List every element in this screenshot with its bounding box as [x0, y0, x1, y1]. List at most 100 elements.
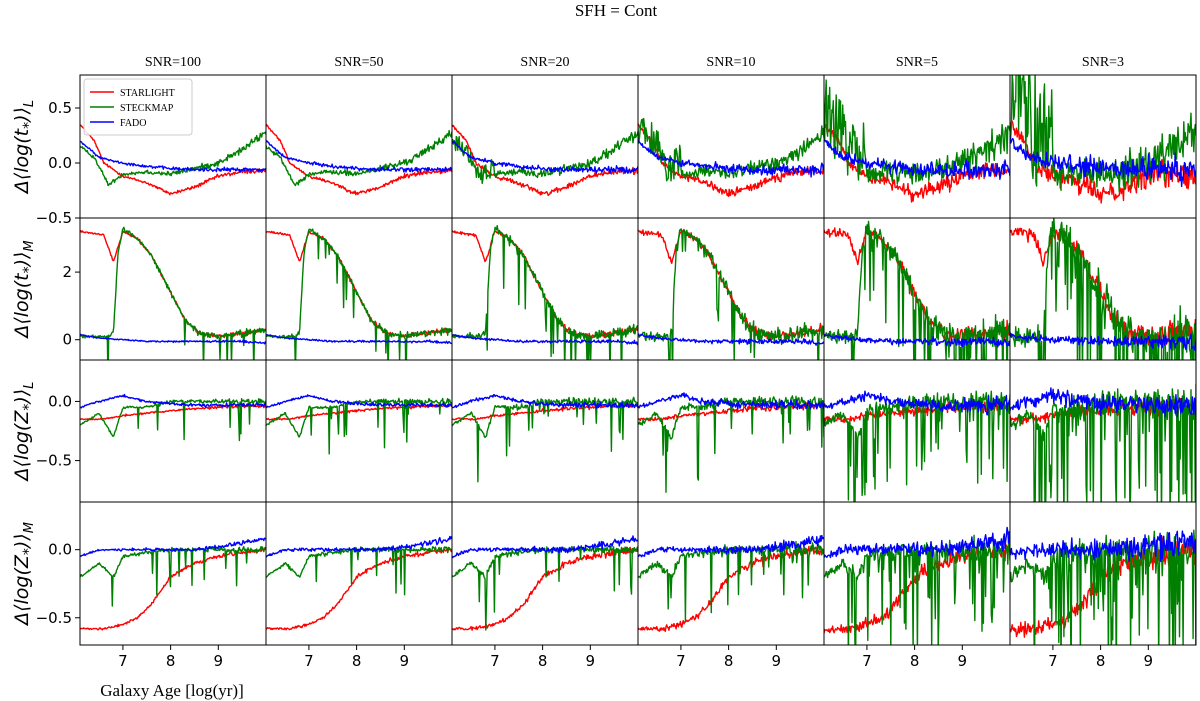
x-tick-label: 9 — [1144, 652, 1154, 670]
x-tick-label: 7 — [490, 652, 500, 670]
x-tick-label: 9 — [772, 652, 782, 670]
panels: −0.5 0.0 0.5 0 2 −0.5 0.0 −0.5 0.0 — [36, 74, 1197, 650]
panel-frame — [1009, 359, 1197, 503]
series-line-steckmap — [638, 541, 824, 622]
panel-series-group — [266, 535, 452, 631]
y-axis-label-sub: M — [22, 240, 37, 251]
y-tick-label: −0.5 — [36, 209, 72, 227]
series-line-steckmap — [824, 79, 1010, 185]
x-tick-label: 8 — [1096, 652, 1106, 670]
panel-frame — [451, 74, 639, 219]
column-title-snr: SNR=3 — [1082, 55, 1124, 70]
series-line-starlight — [824, 123, 1010, 203]
y-tick-label: 0.0 — [48, 154, 72, 172]
y-tick-label: −0.5 — [36, 452, 72, 470]
panel-frame — [79, 359, 267, 503]
panel-series-group — [266, 394, 452, 455]
series-line-starlight — [266, 123, 452, 196]
panel-series-group — [638, 228, 824, 360]
y-axis-label-star: * — [21, 122, 37, 129]
x-tick-label: 9 — [958, 652, 968, 670]
series-line-fado — [452, 394, 638, 409]
y-tick-label: 2 — [62, 263, 72, 281]
x-tick-label: 7 — [118, 652, 128, 670]
series-line-steckmap — [638, 228, 824, 360]
y-axis-label: Δ⟨log(t*)⟩L — [11, 100, 37, 195]
series-line-fado — [266, 535, 452, 558]
y-axis-label-sub: L — [22, 100, 37, 107]
y-tick-label: 0.0 — [48, 541, 72, 559]
y-axis-label-main: Δ⟨log(t — [11, 127, 33, 195]
panel-series-group — [266, 123, 452, 196]
y-axis-label-close: )⟩ — [11, 252, 33, 269]
series-line-fado — [80, 140, 266, 173]
series-line-starlight — [824, 227, 1010, 346]
panel-frame — [1009, 501, 1197, 646]
series-line-steckmap — [80, 398, 266, 442]
series-line-starlight — [80, 124, 266, 196]
y-axis-label-main: Δ⟨log(Z — [11, 410, 33, 483]
x-tick-label: 7 — [862, 652, 872, 670]
series-line-fado — [452, 140, 638, 175]
panel-series-group — [1010, 383, 1196, 502]
x-tick-label: 8 — [724, 652, 734, 670]
series-line-steckmap — [1010, 75, 1196, 193]
series-line-steckmap — [452, 396, 638, 483]
series-line-steckmap — [80, 131, 266, 187]
y-tick-label: 0.5 — [48, 99, 72, 117]
figure-title: SFH = Cont — [575, 1, 658, 20]
column-title-snr: SNR=20 — [520, 55, 569, 70]
y-axis-label-sub: L — [22, 382, 37, 389]
legend-label-steckmap: STECKMAP — [120, 103, 174, 114]
panel-series-group — [80, 393, 266, 442]
series-line-starlight — [80, 230, 266, 339]
series-line-steckmap — [638, 395, 824, 493]
y-axis-label-close: )⟩ — [11, 389, 33, 406]
y-axis-label: Δ⟨log(Z*)⟩L — [11, 382, 37, 483]
series-line-fado — [1010, 135, 1196, 188]
series-line-fado — [824, 333, 1010, 348]
series-line-steckmap — [452, 131, 638, 185]
column-title-snr: SNR=50 — [334, 55, 383, 70]
column-title-snr: SNR=5 — [896, 55, 938, 70]
legend-label-starlight: STARLIGHT — [120, 88, 175, 99]
legend-label-fado: FADO — [120, 118, 146, 129]
panel-frame — [79, 501, 267, 646]
series-line-fado — [1010, 387, 1196, 420]
series-line-fado — [266, 394, 452, 409]
y-axis-labels: Δ⟨log(t*)⟩LΔ⟨log(t*)⟩MΔ⟨log(Z*)⟩LΔ⟨log(Z… — [11, 100, 37, 627]
series-line-starlight — [266, 230, 452, 339]
panel-series-group — [80, 124, 266, 196]
series-line-fado — [638, 392, 824, 410]
y-tick-label: −0.5 — [36, 609, 72, 627]
y-axis-label-star: * — [21, 404, 37, 411]
series-line-steckmap — [1010, 218, 1196, 360]
series-line-steckmap — [452, 225, 638, 360]
series-line-steckmap — [266, 397, 452, 455]
y-axis-label-main: Δ⟨log(Z — [11, 554, 33, 627]
series-line-steckmap — [452, 543, 638, 631]
panel-series-group — [452, 394, 638, 483]
panel-frame — [265, 74, 453, 219]
series-line-steckmap — [80, 226, 266, 360]
x-tick-label: 7 — [676, 652, 686, 670]
series-line-starlight — [452, 124, 638, 197]
series-line-starlight — [80, 403, 266, 421]
series-line-fado — [80, 333, 266, 345]
column-title-snr: SNR=100 — [145, 55, 201, 70]
series-line-fado — [80, 393, 266, 409]
y-axis-label-close: )⟩ — [11, 533, 33, 550]
column-title-snr: SNR=10 — [706, 55, 755, 70]
panel-series-group — [1010, 75, 1196, 204]
x-tick-label: 7 — [1048, 652, 1058, 670]
x-tick-label: 8 — [538, 652, 548, 670]
legend-box — [83, 78, 193, 136]
y-axis-label: Δ⟨log(Z*)⟩M — [11, 522, 37, 627]
series-line-fado — [638, 534, 824, 558]
series-line-fado — [824, 390, 1010, 416]
series-line-steckmap — [266, 129, 452, 187]
panel-frame — [637, 501, 825, 646]
series-line-starlight — [638, 228, 824, 342]
series-line-starlight — [1010, 120, 1196, 204]
